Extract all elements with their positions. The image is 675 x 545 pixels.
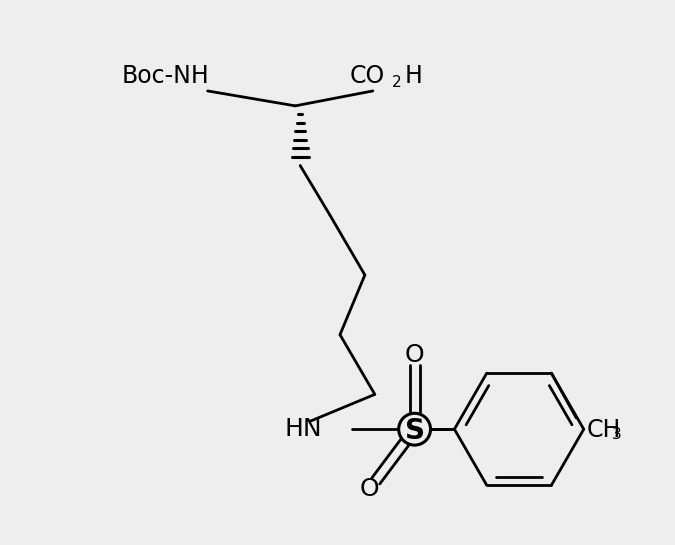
Text: CH: CH xyxy=(586,418,620,442)
Text: 3: 3 xyxy=(612,427,622,443)
Text: H: H xyxy=(404,64,423,88)
Text: O: O xyxy=(360,477,379,501)
Text: S: S xyxy=(404,417,425,445)
Text: Boc-NH: Boc-NH xyxy=(122,64,210,88)
Text: O: O xyxy=(405,343,425,367)
Text: CO: CO xyxy=(350,64,385,88)
Text: HN: HN xyxy=(284,417,322,441)
Text: 2: 2 xyxy=(392,75,402,90)
